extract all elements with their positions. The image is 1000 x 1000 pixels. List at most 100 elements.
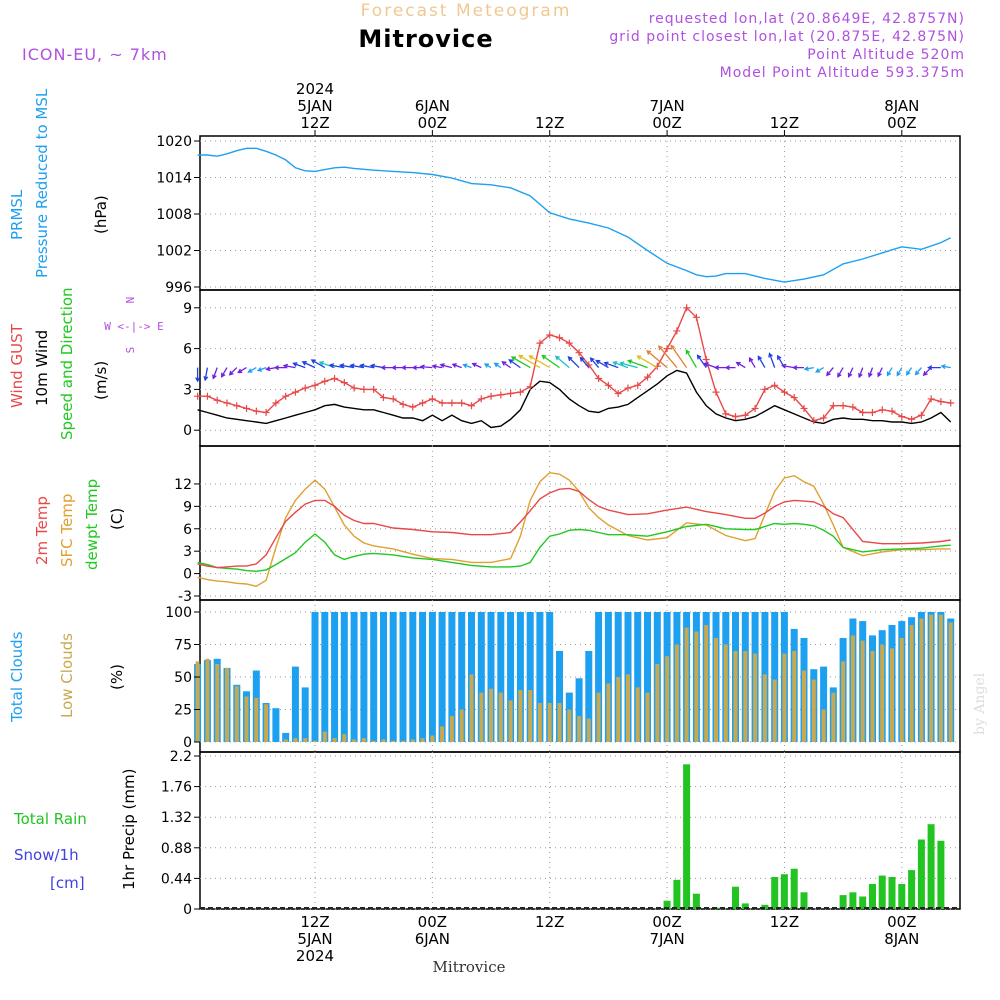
low-cloud-bar	[665, 656, 670, 742]
gust-marker	[223, 399, 231, 407]
wind-arrow	[282, 363, 296, 369]
wind-arrow	[471, 362, 482, 369]
gust-marker	[409, 403, 417, 411]
gust-marker	[937, 398, 945, 406]
rain-bar	[761, 904, 769, 909]
gust-marker	[321, 377, 329, 385]
low-cloud-bar	[948, 622, 953, 742]
total-cloud-bar	[595, 612, 603, 742]
compass-we: W <-|-> E	[104, 320, 164, 333]
low-cloud-bar	[802, 670, 806, 742]
y-tick-label: 0.44	[161, 871, 192, 887]
wind-arrow	[670, 344, 688, 368]
low-cloud-bar	[850, 635, 855, 742]
wind-arrow	[541, 354, 560, 369]
gust-marker	[663, 345, 671, 353]
total-cloud-bar	[546, 612, 554, 742]
gust-marker	[243, 404, 251, 412]
low-cloud-bar	[684, 627, 689, 742]
requested-coords: requested lon,lat (20.8649E, 42.8757N)	[649, 11, 965, 27]
gust-marker	[497, 391, 505, 399]
low-cloud-bar	[205, 658, 210, 742]
wind-arrow	[636, 355, 658, 369]
gust-marker	[595, 375, 603, 383]
wind-arrow	[554, 355, 570, 369]
total-cloud-bar	[820, 666, 828, 742]
low-cloud-bar	[498, 692, 503, 742]
gust-marker	[399, 400, 407, 408]
low-cloud-bar	[352, 739, 357, 742]
precip-label-rain: Total Rain	[13, 810, 87, 828]
gust-marker	[868, 409, 876, 417]
top-time-label: 5JAN	[297, 97, 332, 115]
total-cloud-bar	[380, 612, 387, 742]
gust-marker	[888, 407, 896, 415]
gust-marker	[458, 399, 466, 407]
top-time-label: 00Z	[418, 114, 447, 132]
low-cloud-bar	[244, 696, 249, 742]
temp-label-2m: 2m Temp	[33, 496, 51, 565]
wind-arrow	[815, 367, 824, 373]
low-cloud-bar	[469, 674, 474, 742]
gust-marker	[419, 399, 427, 407]
gust-marker	[428, 395, 436, 403]
y-tick-label: 0	[183, 735, 192, 751]
subtitle: Forecast Meteogram	[361, 1, 572, 21]
gust-marker	[790, 394, 798, 402]
wind-arrow	[927, 365, 941, 371]
bottom-time-label: 2024	[296, 947, 334, 965]
low-cloud-bar	[508, 700, 513, 742]
low-cloud-bar	[449, 716, 454, 742]
low-cloud-bar	[489, 688, 493, 742]
low-cloud-bar	[841, 661, 846, 742]
low-cloud-bar	[420, 738, 425, 742]
wind-arrow	[451, 363, 462, 369]
y-tick-label: 1008	[156, 207, 192, 223]
wind-label-gust: Wind GUST	[8, 323, 26, 408]
low-cloud-bar	[645, 692, 650, 742]
gust-marker	[771, 381, 779, 389]
dewpoint-line	[197, 522, 951, 573]
wind-arrow	[768, 352, 776, 368]
gust-marker	[194, 392, 202, 400]
low-cloud-bar	[234, 686, 239, 742]
wind-arrow	[781, 363, 795, 369]
y-tick-label: 3	[183, 382, 192, 398]
low-cloud-bar	[225, 667, 229, 742]
wind-arrow	[735, 361, 746, 369]
total-cloud-bar	[458, 612, 466, 742]
wind-arrow	[867, 367, 874, 378]
temp-unit: (C)	[108, 508, 126, 530]
point-altitude: Point Altitude 520m	[807, 47, 965, 63]
wind-gust-line	[197, 306, 951, 422]
wind-arrow	[914, 367, 922, 376]
wind-arrow	[400, 365, 413, 371]
gust-marker	[340, 379, 348, 387]
total-cloud-bar	[604, 612, 612, 742]
rain-bar	[790, 868, 798, 909]
total-cloud-bar	[771, 612, 779, 742]
wind-arrow	[940, 364, 951, 370]
station-title: Mitrovice	[358, 25, 493, 53]
low-cloud-bar	[929, 614, 934, 742]
low-cloud-bar	[430, 735, 435, 742]
low-cloud-bar	[254, 697, 259, 742]
wind-arrow	[195, 367, 201, 383]
gust-marker	[829, 402, 837, 410]
y-tick-label: 12	[174, 477, 192, 493]
rain-bar	[692, 893, 700, 909]
temp-label-sfc: SFC Temp	[58, 494, 76, 567]
gust-marker	[448, 399, 456, 407]
bottom-time-label: 00Z	[418, 913, 447, 931]
wind-arrow	[703, 362, 717, 369]
wind-arrow	[858, 367, 864, 379]
low-cloud-bar	[704, 625, 709, 742]
low-cloud-bar	[332, 738, 337, 742]
low-cloud-bar	[410, 739, 415, 742]
wind-arrow	[658, 345, 678, 369]
total-cloud-bar	[477, 612, 485, 742]
cloud-unit: (%)	[108, 664, 126, 690]
rain-bar	[839, 895, 847, 909]
total-cloud-bar	[634, 612, 642, 742]
total-cloud-bar	[644, 612, 651, 742]
